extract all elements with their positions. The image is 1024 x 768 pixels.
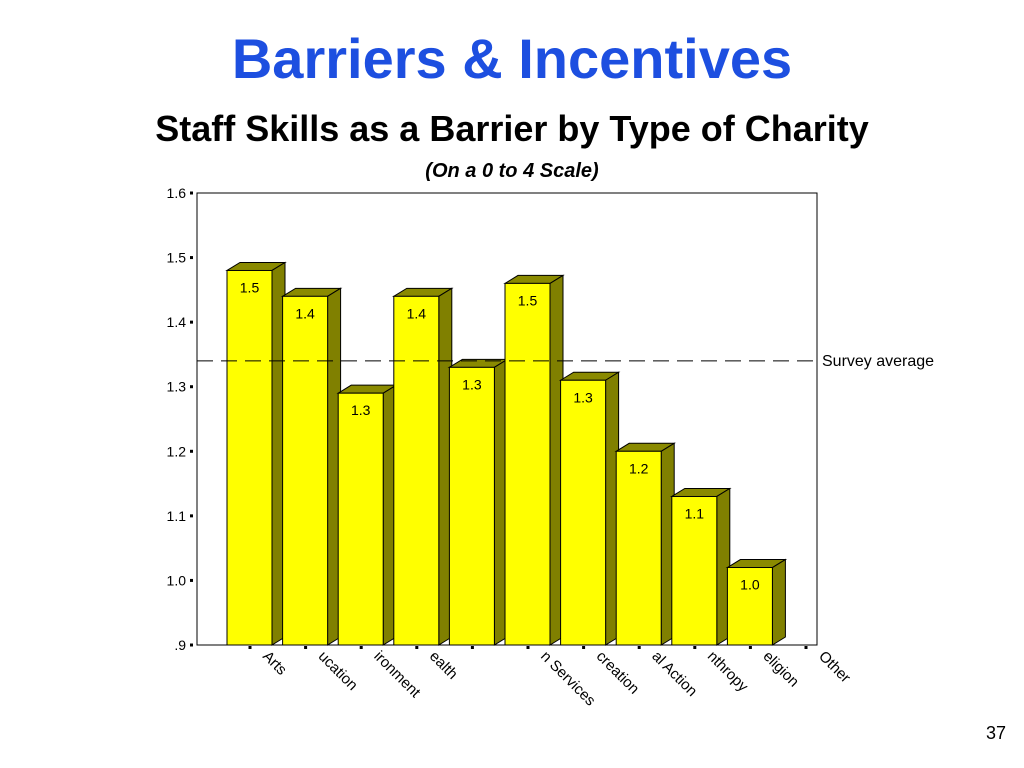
y-tick-label: 1.2: [167, 443, 187, 459]
y-tick-label: .9: [174, 637, 186, 653]
x-tick-mark: [304, 646, 308, 649]
y-axis: .9 1.0 1.1 1.2 1.3 1.4 1.5 1.6: [167, 185, 193, 653]
x-tick-mark: [693, 646, 697, 649]
bar: 1.0: [725, 558, 788, 646]
page-number: 37: [985, 723, 1006, 743]
x-tick-mark: [470, 646, 474, 649]
x-tick-mark: [526, 646, 530, 649]
x-category-label: al Action: [648, 648, 700, 700]
bar: 1.2: [614, 442, 676, 646]
bar-face: [504, 282, 551, 646]
x-category-label: ironment: [370, 648, 424, 702]
bar-face: [282, 295, 329, 646]
x-category-label: nthropy: [704, 648, 752, 696]
bar: 1.3: [336, 384, 398, 646]
y-tick-mark: [190, 256, 193, 260]
x-tick-mark: [804, 646, 808, 649]
bar-value-label: 1.1: [685, 505, 705, 521]
bar: 1.3: [558, 371, 621, 646]
y-tick-label: 1.5: [167, 250, 187, 266]
x-category-label: ealth: [426, 648, 461, 683]
y-tick-mark: [190, 578, 193, 582]
bar-face: [448, 366, 495, 646]
bar-face: [615, 450, 662, 646]
x-category-label: Arts: [259, 648, 290, 679]
bar-value-label: 1.2: [629, 460, 649, 476]
bar: 1.5: [225, 261, 287, 646]
y-tick-label: 1.1: [167, 508, 187, 524]
bar-value-label: 1.3: [573, 389, 593, 405]
x-tick-mark: [359, 646, 363, 649]
bar: 1.4: [280, 287, 343, 646]
bar-value-label: 1.0: [740, 577, 760, 593]
x-tick-mark: [582, 646, 586, 649]
bar-value-label: 1.4: [295, 305, 315, 321]
x-category-label: creation: [593, 648, 643, 698]
bar-value-label: 1.3: [351, 402, 371, 418]
bar: 1.5: [503, 274, 565, 646]
y-tick-label: 1.6: [167, 185, 187, 201]
x-axis-labels: Arts ucation ironment ealth n Servicescreati…: [248, 646, 854, 710]
y-tick-mark: [190, 385, 193, 389]
x-category-label: ucation: [315, 648, 361, 694]
bar-value-label: 1.5: [240, 279, 260, 295]
bar-value-label: 1.3: [462, 376, 482, 392]
x-category-label: eligion: [760, 648, 803, 691]
slide-title: Barriers & Incentives: [231, 27, 793, 90]
x-tick-mark: [248, 646, 252, 649]
bar-face: [393, 295, 440, 646]
x-tick-mark: [637, 646, 641, 649]
y-tick-mark: [190, 514, 193, 518]
y-tick-mark: [190, 449, 193, 453]
bar-face: [726, 567, 773, 646]
bar-value-label: 1.5: [518, 292, 538, 308]
reference-line-label: Survey average: [822, 353, 934, 370]
bar: 1.1: [670, 487, 732, 646]
chart-subtitle: (On a 0 to 4 Scale): [425, 160, 599, 182]
y-tick-label: 1.4: [167, 314, 187, 330]
bar-face: [560, 379, 607, 646]
bar-face: [226, 269, 273, 646]
bar-face: [671, 495, 718, 646]
y-tick-mark: [190, 643, 193, 647]
x-category-label: n Services: [537, 648, 599, 710]
y-tick-label: 1.3: [167, 379, 187, 395]
y-tick-mark: [190, 191, 193, 195]
x-tick-mark: [415, 646, 419, 649]
chart-title: Staff Skills as a Barrier by Type of Cha…: [155, 108, 869, 149]
x-category-label: Other: [815, 648, 854, 687]
y-tick-label: 1.0: [167, 572, 187, 588]
bars: 1.5 1.4 1.3 1.4 1.3 1.5 1.3 1.2 1.1 1.0: [225, 261, 788, 646]
bar-side: [771, 558, 786, 646]
survey-average-line: Survey average: [197, 353, 934, 370]
bar: 1.3: [447, 358, 510, 646]
bar: 1.4: [392, 287, 454, 646]
y-tick-mark: [190, 320, 193, 324]
bar-value-label: 1.4: [407, 305, 427, 321]
x-tick-mark: [748, 646, 752, 649]
bar-face: [337, 392, 384, 646]
